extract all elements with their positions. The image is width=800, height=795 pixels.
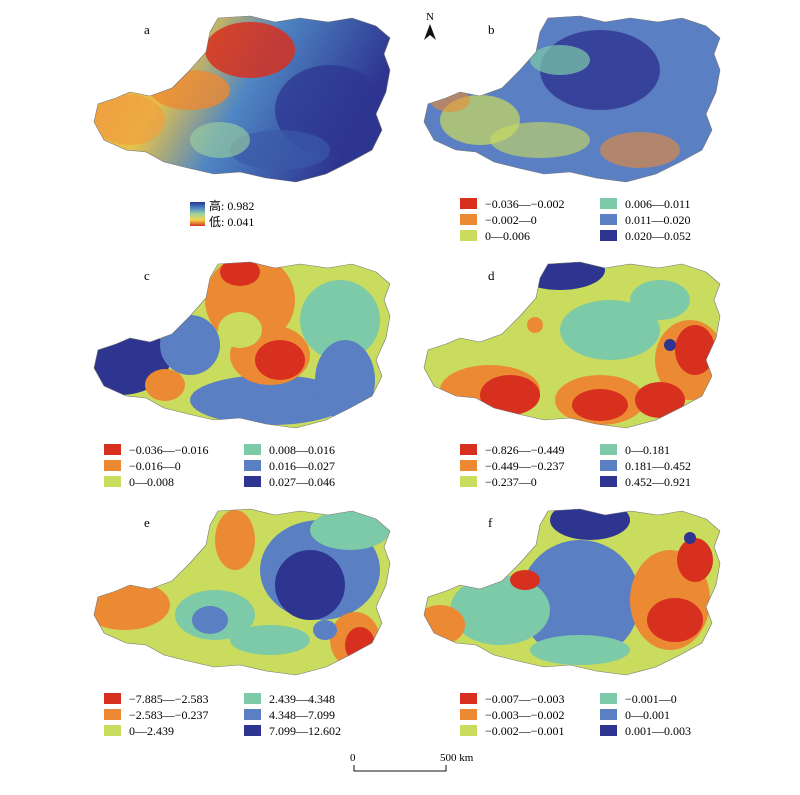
legend-swatch <box>460 198 477 209</box>
legend-label: −2.583—−0.237 <box>129 708 209 722</box>
legend-b: −0.036—−0.002 −0.002—0 0—0.006 0.006—0.011 0… <box>460 197 691 243</box>
legend-swatch <box>600 725 617 736</box>
scale-end-label: 500 km <box>440 752 474 764</box>
legend-swatch <box>600 460 617 471</box>
legend-swatch <box>244 444 261 455</box>
legend-swatch <box>104 476 121 487</box>
panel-label: c <box>144 268 150 283</box>
legend-label: 7.099—12.602 <box>269 724 341 738</box>
legend-label: −0.001—0 <box>625 692 677 706</box>
legend-swatch <box>244 460 261 471</box>
legend-label: 0.027—0.046 <box>269 475 335 489</box>
legend-swatch <box>244 693 261 704</box>
legend-gradient <box>190 202 205 226</box>
legend-label: −0.002—−0.001 <box>485 724 565 738</box>
map-f <box>424 509 720 675</box>
panel-a: a 高: 0.982 低: 0.041 <box>93 15 391 229</box>
legend-c: −0.036—−0.016 −0.016—0 0—0.008 0.008—0.016 0… <box>104 443 335 489</box>
legend-swatch <box>460 693 477 704</box>
legend-label: −0.003—−0.002 <box>485 708 565 722</box>
legend-label: −0.036—−0.002 <box>485 197 565 211</box>
north-arrow: N <box>424 11 436 40</box>
legend-label: −0.036—−0.016 <box>129 443 209 457</box>
legend-label: −7.885—−2.583 <box>129 692 209 706</box>
legend-label: 0—2.439 <box>129 724 174 738</box>
legend-swatch <box>104 693 121 704</box>
panel-label: b <box>488 22 495 37</box>
legend-high: 高: 0.982 <box>209 198 254 213</box>
panel-label: d <box>488 268 495 283</box>
map-b <box>424 16 720 182</box>
legend-label: 0.008—0.016 <box>269 443 335 457</box>
map-a <box>94 16 390 182</box>
legend-swatch <box>460 460 477 471</box>
legend-label: 0—0.181 <box>625 443 670 457</box>
legend-swatch <box>244 476 261 487</box>
panel-c: c −0.036—−0.016 −0.016—0 0—0.008 0.008—0.01… <box>93 261 391 489</box>
legend-d: −0.826—−0.449 −0.449—−0.237 −0.237—0 0—0.18… <box>460 443 691 489</box>
legend-label: 0.181—0.452 <box>625 459 691 473</box>
legend-label: 0.452—0.921 <box>625 475 691 489</box>
panel-label: f <box>488 515 493 530</box>
legend-e: −7.885—−2.583 −2.583—−0.237 0—2.439 2.439—4… <box>104 692 341 738</box>
legend-label: 4.348—7.099 <box>269 708 335 722</box>
north-arrow-icon <box>424 24 436 40</box>
scale-bar: 0 500 km <box>350 752 474 772</box>
legend-label: 0.016—0.027 <box>269 459 335 473</box>
legend-swatch <box>600 198 617 209</box>
legend-swatch <box>244 709 261 720</box>
legend-swatch <box>104 725 121 736</box>
panel-e: e −7.885—−2.583 −2.583—−0.237 0—2.439 2.439… <box>93 508 391 738</box>
legend-low: 低: 0.041 <box>209 215 254 229</box>
legend-swatch <box>460 214 477 225</box>
legend-swatch <box>460 725 477 736</box>
map-c <box>94 262 390 428</box>
legend-swatch <box>104 444 121 455</box>
scale-start-label: 0 <box>350 752 356 764</box>
legend-label: 0.006—0.011 <box>625 197 691 211</box>
panel-label: a <box>144 22 150 37</box>
legend-swatch <box>104 460 121 471</box>
legend-swatch <box>460 230 477 241</box>
legend-label: 0—0.008 <box>129 475 174 489</box>
legend-swatch <box>600 444 617 455</box>
legend-swatch <box>460 444 477 455</box>
legend-swatch <box>104 709 121 720</box>
legend-swatch <box>460 709 477 720</box>
map-e <box>94 509 390 675</box>
legend-swatch <box>600 214 617 225</box>
legend-swatch <box>600 476 617 487</box>
panel-b: b N −0.036—−0.002 −0.002—0 0—0.006 0.006—0.… <box>423 11 721 243</box>
legend-f: −0.007—−0.003 −0.003—−0.002 −0.002—−0.001 −… <box>460 692 691 738</box>
legend-label: 0—0.001 <box>625 708 670 722</box>
panel-label: e <box>144 515 150 530</box>
panel-f: f −0.007—−0.003 −0.003—−0.002 −0.002—−0.00… <box>423 508 721 738</box>
legend-label: 0.011—0.020 <box>625 213 691 227</box>
panel-d: d −0.826—−0.449 −0.449—−0.237 −0.237—0 0—0.… <box>423 261 721 489</box>
legend-label: −0.826—−0.449 <box>485 443 565 457</box>
legend-label: 2.439—4.348 <box>269 692 335 706</box>
legend-label: −0.237—0 <box>485 475 537 489</box>
legend-swatch <box>600 693 617 704</box>
north-label: N <box>426 11 434 23</box>
legend-label: −0.007—−0.003 <box>485 692 565 706</box>
legend-label: −0.016—0 <box>129 459 181 473</box>
legend-swatch <box>600 709 617 720</box>
legend-label: −0.002—0 <box>485 213 537 227</box>
legend-label: −0.449—−0.237 <box>485 459 565 473</box>
legend-label: 0.020—0.052 <box>625 229 691 243</box>
legend-swatch <box>460 476 477 487</box>
legend-swatch <box>600 230 617 241</box>
legend-label: 0—0.006 <box>485 229 530 243</box>
legend-swatch <box>244 725 261 736</box>
legend-label: 0.001—0.003 <box>625 724 691 738</box>
